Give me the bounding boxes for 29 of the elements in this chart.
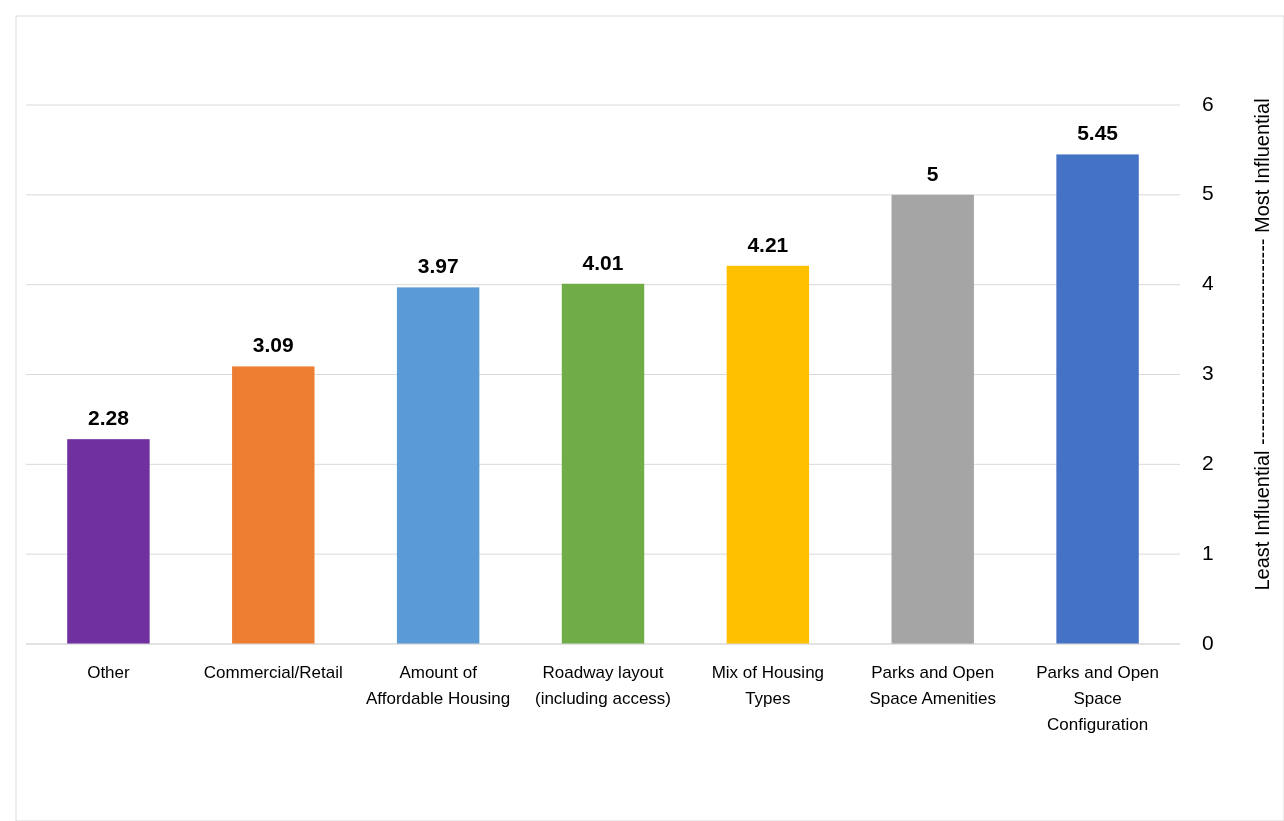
data-label: 4.21 — [747, 232, 789, 256]
data-label: 3.97 — [417, 254, 459, 278]
y-tick-label: 4 — [1202, 271, 1214, 295]
x-tick-label: Amount of Affordable Housing — [365, 663, 511, 708]
x-tick-label: Parks and Open Space Configuration — [1036, 663, 1159, 734]
x-tick-label: Other — [87, 663, 131, 682]
x-tick-label: Parks and Open Space Amenities — [869, 663, 997, 708]
bar — [396, 287, 480, 644]
bar — [561, 283, 645, 644]
x-tick-label: Commercial/Retail — [203, 663, 343, 682]
x-tick-label: Mix of Housing Types — [711, 663, 825, 708]
y-axis-title: Least Influential ------------------------------- Most Influential — [1251, 98, 1274, 591]
bar — [891, 194, 974, 644]
data-label: 2.28 — [87, 406, 130, 430]
bar — [232, 366, 315, 644]
y-tick-label: 1 — [1202, 540, 1214, 564]
data-label: 4.01 — [582, 250, 624, 274]
y-tick-label: 3 — [1202, 361, 1214, 385]
x-tick-label: Roadway layout (including access) — [534, 663, 672, 708]
data-label: 5 — [926, 161, 939, 185]
data-label: 3.09 — [252, 333, 294, 357]
y-tick-label: 5 — [1202, 181, 1214, 205]
y-tick-label: 2 — [1202, 450, 1214, 474]
y-tick-label: 6 — [1202, 91, 1214, 115]
data-label: 5.45 — [1077, 121, 1119, 145]
bar — [726, 265, 810, 644]
bar — [67, 439, 150, 644]
y-tick-label: 0 — [1202, 630, 1214, 654]
bar — [1056, 154, 1139, 644]
